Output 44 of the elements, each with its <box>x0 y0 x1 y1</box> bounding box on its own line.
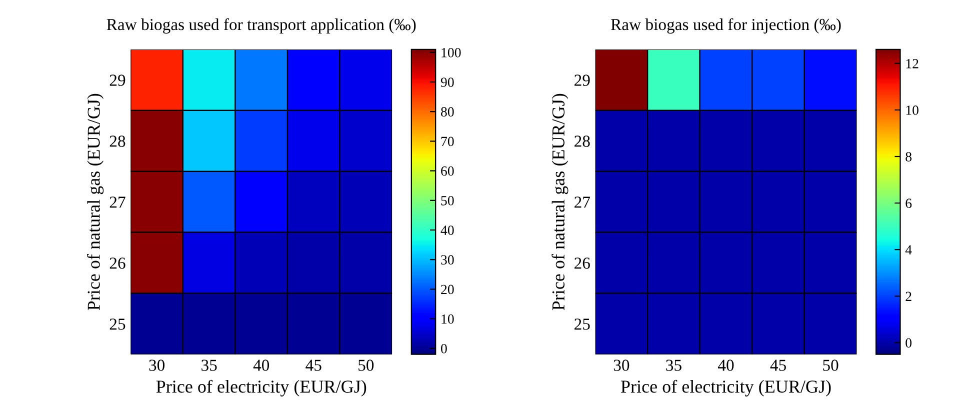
color-bar-label: 10 <box>906 106 918 115</box>
x-tick-label: 45 <box>770 360 786 371</box>
color-bar-label: 2 <box>906 292 912 301</box>
x-axis-title: Price of electricity (EUR/GJ) <box>620 380 831 396</box>
color-bar-label: 80 <box>440 107 454 117</box>
color-bar-label: 50 <box>441 196 454 206</box>
color-bar-label: 4 <box>905 245 912 254</box>
y-tick-label: 26 <box>574 258 590 269</box>
color-bar-label: 0 <box>906 338 912 348</box>
chart-title: Raw biogas used for transport application (‰) <box>106 18 416 34</box>
chart-title: Raw biogas used for injection (‰) <box>610 18 841 34</box>
color-bar-label: 70 <box>441 136 454 146</box>
color-bar-label: 20 <box>441 284 454 294</box>
x-tick-label: 30 <box>149 360 165 371</box>
y-tick-label: 28 <box>110 136 126 147</box>
y-tick-label: 28 <box>574 136 590 147</box>
y-tick-label: 27 <box>110 196 126 208</box>
x-tick-label: 50 <box>358 360 374 371</box>
color-bar-label: 40 <box>440 226 454 235</box>
x-tick-label: 35 <box>666 360 682 371</box>
y-tick-label: 25 <box>110 318 126 330</box>
y-tick-label: 29 <box>110 74 126 86</box>
y-tick-label: 29 <box>574 74 590 86</box>
x-tick-label: 40 <box>718 360 734 371</box>
color-bar-label: 30 <box>441 255 454 265</box>
x-tick-label: 50 <box>823 360 838 371</box>
x-tick-label: 35 <box>202 360 217 371</box>
x-axis-title: Price of electricity (EUR/GJ) <box>156 380 366 396</box>
y-axis-title: Price of natural gas (EUR/GJ) <box>552 94 568 310</box>
y-tick-label: 27 <box>574 196 590 208</box>
color-bar-label: 60 <box>441 166 454 176</box>
x-tick-label: 30 <box>614 360 630 371</box>
color-bar-label: 100 <box>442 48 461 58</box>
x-tick-label: 45 <box>306 360 322 371</box>
color-bar-label: 0 <box>440 344 447 354</box>
color-bar-label: 90 <box>440 78 454 87</box>
y-tick-label: 25 <box>574 318 590 330</box>
color-bar-label: 6 <box>906 198 912 208</box>
color-bar-label: 12 <box>906 59 918 68</box>
y-tick-label: 26 <box>110 258 126 269</box>
color-bar-label: 10 <box>442 314 454 324</box>
y-axis-title: Price of natural gas (EUR/GJ) <box>86 94 104 310</box>
x-tick-label: 40 <box>253 360 270 371</box>
color-bar-label: 8 <box>906 152 912 162</box>
